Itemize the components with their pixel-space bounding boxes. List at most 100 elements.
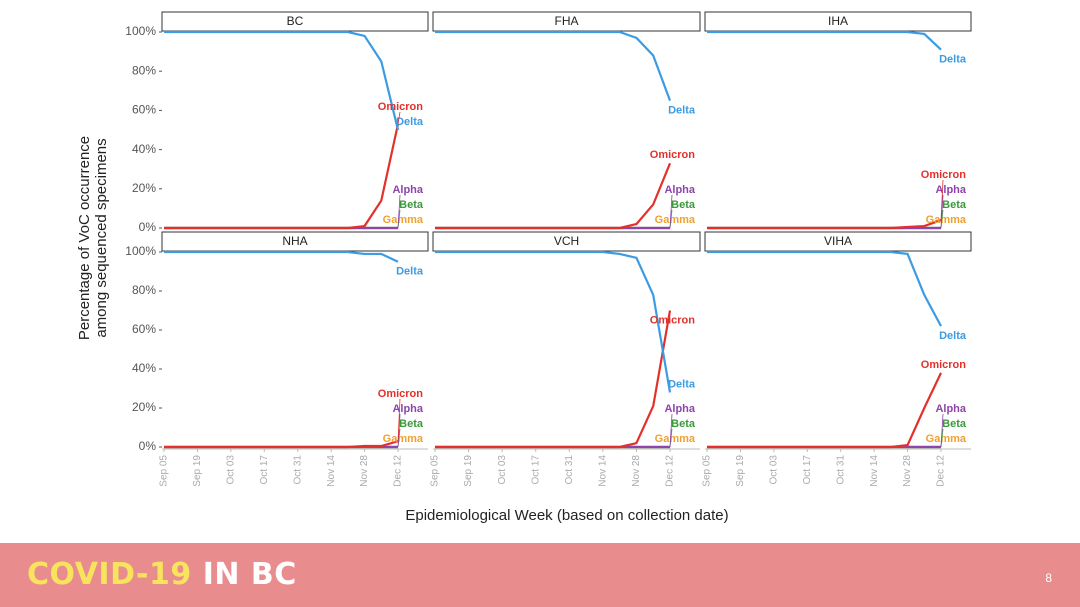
series-line <box>164 30 400 131</box>
panel-title: NHA <box>282 234 307 248</box>
x-tick-label: Oct 31 <box>292 455 303 485</box>
x-tick-label: Dec 12 <box>393 455 404 487</box>
series-label: Gamma <box>383 214 424 226</box>
series-label: Omicron <box>921 359 967 371</box>
y-tick-label: 0% <box>139 220 157 234</box>
series-label: Alpha <box>935 184 966 196</box>
series-line <box>707 219 942 230</box>
y-tick-label: 60% <box>132 322 156 336</box>
y-tick-label: 20% <box>132 181 156 195</box>
x-tick-label: Dec 12 <box>665 455 676 487</box>
y-tick-label: 40% <box>132 361 156 375</box>
series-label: Alpha <box>935 403 966 415</box>
series-label: Gamma <box>926 214 967 226</box>
x-tick-label: Nov 28 <box>902 455 913 487</box>
series-line <box>707 30 942 51</box>
series-label: Gamma <box>655 214 696 226</box>
series-line <box>435 162 672 230</box>
series-line <box>164 440 399 449</box>
panel-title: IHA <box>828 14 848 28</box>
x-tick-label: Sep 19 <box>463 455 474 487</box>
x-tick-label: Dec 12 <box>936 455 947 487</box>
label-leader <box>397 111 401 125</box>
series-label: Omicron <box>378 388 424 400</box>
series-line <box>164 123 400 230</box>
series-label: Delta <box>668 378 696 390</box>
series-label: Beta <box>942 199 967 211</box>
series-label: Alpha <box>392 403 423 415</box>
series-label: Alpha <box>664 184 695 196</box>
brand-text: IN BC <box>202 557 297 592</box>
series-line <box>435 250 672 393</box>
series-label: Gamma <box>655 433 696 445</box>
label-leader <box>397 398 401 442</box>
series-label: Beta <box>399 199 424 211</box>
y-tick-label: 20% <box>132 400 156 414</box>
x-tick-label: Oct 17 <box>259 455 270 485</box>
label-leader <box>940 194 944 229</box>
series-label: Omicron <box>378 101 424 113</box>
x-tick-label: Nov 28 <box>359 455 370 487</box>
x-tick-label: Sep 19 <box>735 455 746 487</box>
y-tick-label: 0% <box>139 439 157 453</box>
series-label: Delta <box>396 266 424 278</box>
series-label: Delta <box>939 54 967 66</box>
series-label: Delta <box>396 116 424 128</box>
y-tick-label: 80% <box>132 283 156 297</box>
x-axis-label: Epidemiological Week (based on collectio… <box>405 507 728 524</box>
x-tick-label: Sep 05 <box>159 455 170 487</box>
y-tick-label: 80% <box>132 63 156 77</box>
page-number: 8 <box>1045 571 1052 585</box>
series-label: Delta <box>668 105 696 117</box>
panel-title: BC <box>287 14 304 28</box>
series-label: Gamma <box>926 433 967 445</box>
panel-title: FHA <box>555 14 579 28</box>
y-axis-label: among sequenced specimens <box>93 138 110 337</box>
x-tick-label: Nov 14 <box>326 455 337 487</box>
y-tick-label: 60% <box>132 103 156 117</box>
y-tick-label: 100% <box>125 244 156 258</box>
x-tick-label: Sep 19 <box>192 455 203 487</box>
series-label: Delta <box>939 330 967 342</box>
series-line <box>707 250 942 327</box>
y-tick-label: 40% <box>132 142 156 156</box>
x-tick-label: Sep 05 <box>702 455 713 487</box>
x-tick-label: Oct 03 <box>225 455 236 485</box>
series-line <box>707 372 942 449</box>
y-tick-label: 100% <box>125 24 156 38</box>
series-label: Beta <box>942 418 967 430</box>
x-tick-label: Oct 03 <box>768 455 779 485</box>
label-leader <box>669 413 673 448</box>
label-leader <box>397 194 401 229</box>
panel-title: VCH <box>554 234 579 248</box>
series-line <box>435 30 672 101</box>
x-tick-label: Nov 14 <box>597 455 608 487</box>
series-label: Alpha <box>664 403 695 415</box>
series-label: Omicron <box>650 149 696 161</box>
label-leader <box>669 194 673 229</box>
x-tick-label: Nov 28 <box>631 455 642 487</box>
label-leader <box>940 413 944 448</box>
series-label: Beta <box>671 199 696 211</box>
series-label: Beta <box>671 418 696 430</box>
series-label: Alpha <box>392 184 423 196</box>
y-axis-label: Percentage of VoC occurrence <box>76 136 93 340</box>
label-leader <box>940 179 944 221</box>
x-tick-label: Oct 31 <box>835 455 846 485</box>
panel-title: VIHA <box>824 234 852 248</box>
x-tick-label: Oct 03 <box>497 455 508 485</box>
brand-text: COVID-19 <box>27 557 192 592</box>
series-line <box>164 250 399 263</box>
x-tick-label: Sep 05 <box>430 455 441 487</box>
footer: COVID-19 IN BC 8 <box>0 543 1080 607</box>
chart: Percentage of VoC occurrence among seque… <box>76 11 972 524</box>
series-label: Beta <box>399 418 424 430</box>
series-label: Omicron <box>650 314 696 326</box>
series-label: Omicron <box>921 169 967 181</box>
series-line <box>435 310 672 449</box>
series-label: Gamma <box>383 433 424 445</box>
label-leader <box>397 413 401 448</box>
x-tick-label: Oct 17 <box>530 455 541 485</box>
x-tick-label: Oct 17 <box>802 455 813 485</box>
